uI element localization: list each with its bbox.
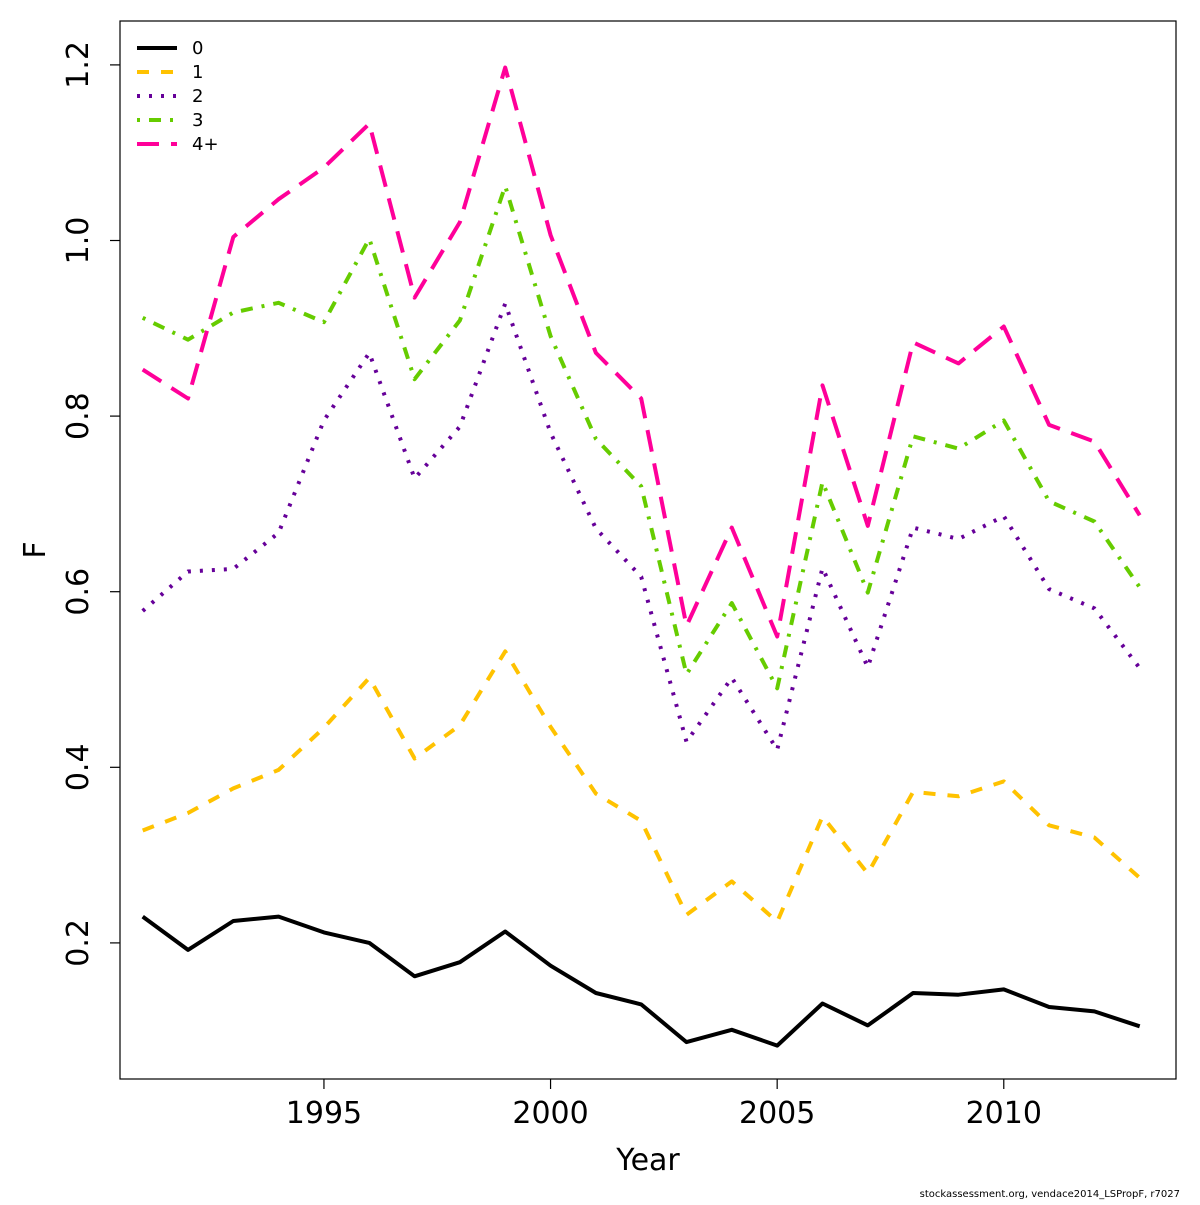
series-line-4 bbox=[141, 65, 1142, 639]
x-tick-label: 2000 bbox=[512, 1096, 588, 1131]
series-line-0 bbox=[141, 914, 1141, 1048]
x-tick-label: 1995 bbox=[286, 1096, 362, 1131]
series-line-2 bbox=[141, 301, 1142, 752]
y-tick-label: 0.4 bbox=[61, 743, 96, 791]
series-line-3 bbox=[141, 184, 1142, 691]
y-axis-title: F bbox=[18, 541, 53, 558]
legend-label-0: 0 bbox=[192, 38, 203, 59]
x-tick-label: 2010 bbox=[966, 1096, 1042, 1131]
legend-label-4: 4+ bbox=[192, 134, 219, 155]
legend-label-2: 2 bbox=[192, 86, 203, 107]
y-tick-label: 0.8 bbox=[61, 392, 96, 440]
legend-label-1: 1 bbox=[192, 62, 203, 83]
series-layer bbox=[141, 65, 1142, 1048]
legend-label-3: 3 bbox=[192, 110, 203, 131]
x-axis: 1995 2000 2005 2010 bbox=[286, 1079, 1042, 1131]
y-tick-label: 0.6 bbox=[61, 568, 96, 616]
legend: 0 1 2 3 4+ bbox=[137, 38, 219, 155]
y-tick-label: 1.2 bbox=[61, 41, 96, 89]
x-tick-label: 2005 bbox=[739, 1096, 815, 1131]
y-tick-label: 0.2 bbox=[61, 919, 96, 967]
x-axis-title: Year bbox=[615, 1143, 680, 1178]
footer-credit: stockassessment.org, vendace2014_LSPropF… bbox=[920, 1189, 1180, 1200]
y-tick-label: 1.0 bbox=[61, 217, 96, 265]
plot-frame bbox=[119, 20, 1177, 1080]
y-axis: 0.2 0.4 0.6 0.8 1.0 1.2 bbox=[61, 41, 120, 967]
series-line-1 bbox=[141, 649, 1142, 924]
